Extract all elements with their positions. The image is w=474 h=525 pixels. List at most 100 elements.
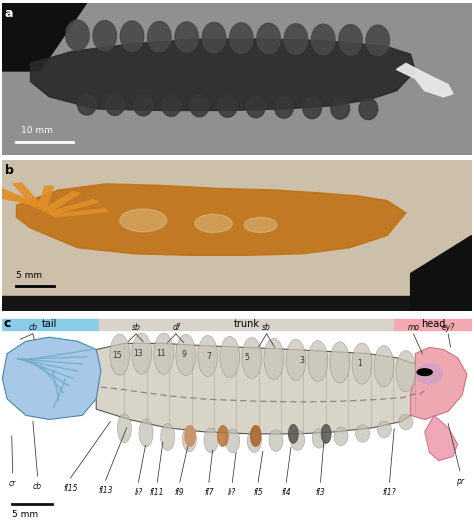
Ellipse shape (66, 20, 89, 50)
Ellipse shape (356, 425, 370, 442)
Ellipse shape (312, 428, 326, 448)
Ellipse shape (291, 430, 305, 450)
Circle shape (417, 369, 432, 375)
Text: pr: pr (456, 477, 464, 486)
Ellipse shape (264, 339, 283, 380)
Ellipse shape (274, 97, 293, 118)
Ellipse shape (77, 94, 96, 115)
Text: fl1?: fl1? (383, 488, 396, 497)
Text: head: head (421, 319, 446, 329)
Ellipse shape (251, 426, 261, 446)
Ellipse shape (195, 214, 232, 233)
Ellipse shape (218, 426, 228, 446)
Ellipse shape (154, 333, 173, 374)
Ellipse shape (330, 342, 350, 383)
Ellipse shape (242, 338, 262, 379)
Ellipse shape (334, 427, 348, 446)
Ellipse shape (311, 24, 335, 55)
Polygon shape (2, 337, 101, 419)
Ellipse shape (132, 333, 152, 374)
Ellipse shape (185, 426, 195, 446)
Ellipse shape (289, 425, 298, 443)
Ellipse shape (175, 22, 199, 52)
Ellipse shape (257, 23, 280, 54)
Bar (2, 296, 472, 311)
Ellipse shape (162, 95, 181, 117)
Ellipse shape (244, 217, 277, 233)
Ellipse shape (182, 426, 196, 452)
Text: a: a (5, 7, 13, 20)
Text: 15: 15 (112, 351, 122, 360)
FancyArrow shape (46, 200, 99, 215)
Polygon shape (410, 348, 467, 419)
Text: 7: 7 (206, 352, 211, 361)
Text: 13: 13 (134, 349, 143, 358)
Ellipse shape (417, 364, 442, 384)
Text: fl5: fl5 (253, 488, 263, 497)
Ellipse shape (190, 96, 209, 117)
Text: trunk: trunk (233, 319, 259, 329)
Ellipse shape (303, 98, 321, 119)
Ellipse shape (120, 21, 144, 51)
Ellipse shape (396, 351, 416, 392)
Ellipse shape (134, 94, 153, 116)
FancyArrow shape (0, 183, 37, 205)
Ellipse shape (220, 337, 240, 377)
Text: 9: 9 (182, 350, 186, 359)
Text: fl13: fl13 (99, 486, 113, 496)
Ellipse shape (161, 424, 175, 450)
Text: fl7: fl7 (204, 488, 214, 497)
Text: 5 mm: 5 mm (12, 510, 38, 519)
Ellipse shape (176, 334, 196, 375)
Ellipse shape (377, 421, 392, 438)
Text: cb: cb (33, 482, 42, 491)
Text: fl3: fl3 (316, 488, 325, 497)
Text: 3: 3 (299, 356, 304, 365)
Polygon shape (410, 236, 472, 311)
FancyArrow shape (13, 183, 42, 207)
Text: 11: 11 (156, 349, 166, 358)
Ellipse shape (119, 209, 166, 232)
Bar (99, 319, 394, 330)
Polygon shape (30, 39, 415, 110)
Ellipse shape (110, 334, 129, 375)
Ellipse shape (308, 341, 328, 382)
Ellipse shape (147, 22, 171, 52)
Ellipse shape (352, 343, 372, 384)
Text: 5 mm: 5 mm (17, 270, 43, 280)
Text: sb: sb (262, 323, 271, 332)
Bar (394, 319, 472, 330)
FancyArrow shape (42, 192, 80, 212)
Ellipse shape (226, 429, 240, 453)
Text: 5: 5 (244, 353, 249, 362)
Ellipse shape (359, 98, 378, 120)
Ellipse shape (339, 25, 362, 55)
Ellipse shape (204, 428, 218, 453)
FancyArrow shape (0, 187, 33, 203)
Ellipse shape (284, 24, 308, 54)
Ellipse shape (374, 345, 394, 387)
Ellipse shape (218, 96, 237, 117)
Ellipse shape (118, 414, 131, 443)
Ellipse shape (321, 425, 331, 443)
Ellipse shape (198, 335, 218, 376)
Text: cr: cr (9, 479, 17, 488)
Ellipse shape (247, 430, 261, 453)
Polygon shape (96, 343, 429, 434)
Text: li?: li? (228, 488, 237, 497)
Ellipse shape (106, 94, 124, 116)
Text: fl4: fl4 (282, 488, 291, 497)
Ellipse shape (399, 414, 413, 430)
Ellipse shape (93, 20, 117, 51)
Ellipse shape (139, 419, 153, 447)
Text: 1: 1 (357, 359, 362, 368)
Text: 10 mm: 10 mm (21, 126, 53, 135)
Polygon shape (17, 184, 406, 255)
Text: tail: tail (42, 319, 57, 329)
Ellipse shape (331, 98, 350, 119)
FancyArrow shape (37, 186, 54, 209)
Text: ey?: ey? (442, 323, 455, 332)
Text: fl11: fl11 (150, 488, 164, 497)
Ellipse shape (202, 23, 226, 52)
Text: b: b (5, 164, 14, 177)
